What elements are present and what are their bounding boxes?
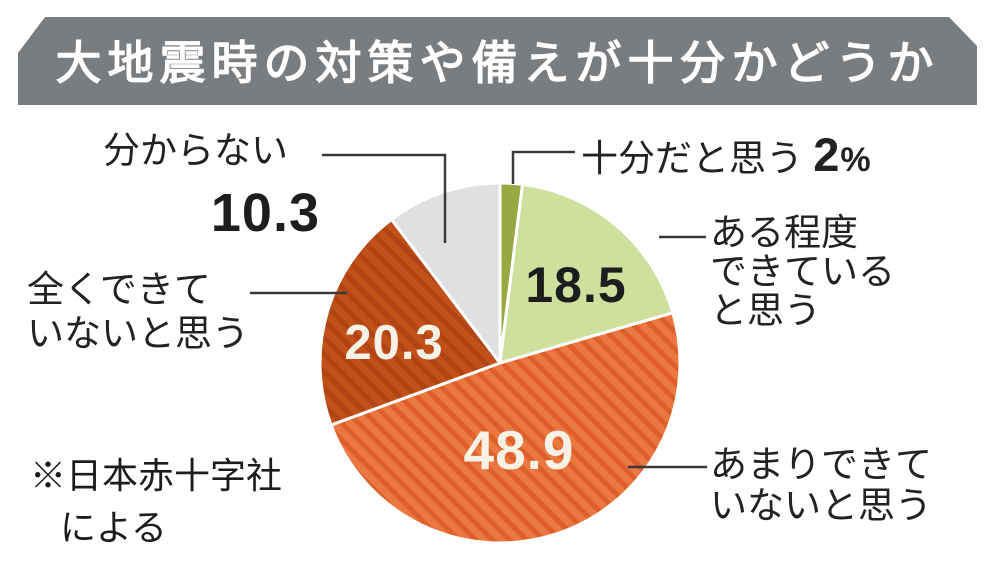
leader-line-sufficient — [511, 150, 575, 184]
page-title: 大地震時の対策や備えが十分かどうか — [55, 37, 940, 89]
callout-dont-know: 分からない — [103, 130, 288, 171]
callout-not-at-all-line1: 全くできて — [27, 269, 211, 310]
pie-slice-3 — [318, 217, 502, 427]
callout-not-really: あまりできて いないと思う — [710, 444, 932, 526]
callout-sufficient-label: 十分だと思う — [581, 138, 803, 179]
source-note: ※日本赤十字社 による — [30, 450, 282, 554]
callout-sufficient-value: 2% — [813, 128, 872, 181]
callout-not-at-all: 全くできて いないと思う — [27, 268, 249, 356]
callout-not-really-line2: いないと思う — [710, 485, 932, 526]
callout-somewhat-line3: と思う — [710, 290, 821, 331]
title-banner: 大地震時の対策や備えが十分かどうか — [18, 17, 977, 105]
callout-not-at-all-line2: いないと思う — [27, 313, 249, 354]
pie-slice-1 — [498, 182, 675, 365]
pie-slice-2 — [329, 311, 682, 545]
pie-chart — [318, 181, 682, 545]
callout-not-really-line1: あまりできて — [710, 444, 932, 485]
callout-somewhat-line1: ある程度 — [710, 212, 858, 253]
value-not-at-all: 20.3 — [344, 316, 444, 370]
value-dont-know: 10.3 — [210, 183, 320, 243]
leader-line-dont-know — [322, 153, 447, 243]
leader-lines — [250, 150, 707, 469]
callout-somewhat-line2: できている — [710, 251, 895, 292]
callout-dont-know-label: 分からない — [103, 130, 288, 171]
source-note-line1: ※日本赤十字社 — [30, 456, 283, 496]
pie-slice-4 — [389, 181, 502, 365]
value-not-really: 48.9 — [463, 419, 575, 481]
callout-sufficient: 十分だと思う 2% — [581, 131, 872, 181]
callout-somewhat: ある程度 できている と思う — [710, 213, 895, 330]
source-note-line2: による — [60, 508, 167, 548]
value-somewhat: 18.5 — [525, 257, 627, 313]
